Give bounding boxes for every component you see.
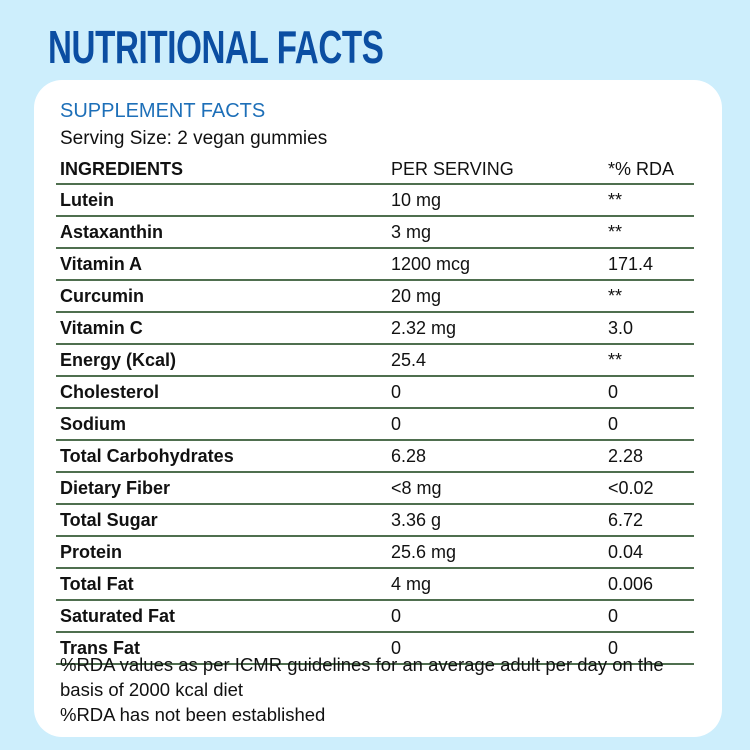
- ingredient-cell: Total Carbohydrates: [56, 440, 387, 473]
- rda-cell: 0: [604, 600, 694, 633]
- rda-cell: 0.04: [604, 536, 694, 569]
- per-serving-cell: 10 mg: [387, 184, 604, 217]
- ingredient-cell: Total Sugar: [56, 504, 387, 537]
- rda-cell: **: [604, 216, 694, 249]
- per-serving-cell: 25.4: [387, 344, 604, 377]
- table-header: INGREDIENTS PER SERVING *% RDA: [56, 156, 694, 185]
- ingredient-cell: Cholesterol: [56, 376, 387, 409]
- footnote-not-established: %RDA has not been established: [60, 704, 326, 725]
- rda-cell: 0: [604, 408, 694, 441]
- footnote-rda-basis: %RDA values as per ICMR guidelines for a…: [60, 654, 664, 700]
- rda-cell: 171.4: [604, 248, 694, 281]
- per-serving-cell: 25.6 mg: [387, 536, 604, 569]
- rda-cell: **: [604, 184, 694, 217]
- rda-cell: 0: [604, 376, 694, 409]
- ingredient-cell: Total Fat: [56, 568, 387, 601]
- table-row: Saturated Fat 0 0: [56, 600, 694, 633]
- rda-cell: 0: [604, 632, 694, 665]
- ingredient-cell: Sodium: [56, 408, 387, 441]
- ingredient-cell: Curcumin: [56, 280, 387, 313]
- ingredient-cell: Dietary Fiber: [56, 472, 387, 505]
- per-serving-cell: 0: [387, 408, 604, 441]
- table-row: Sodium 0 0: [56, 408, 694, 441]
- rda-cell: 3.0: [604, 312, 694, 345]
- per-serving-cell: 3 mg: [387, 216, 604, 249]
- table-row: Trans Fat 0 0: [56, 632, 694, 665]
- table-row: Vitamin C 2.32 mg 3.0: [56, 312, 694, 345]
- table-row: Curcumin 20 mg **: [56, 280, 694, 313]
- rda-cell: **: [604, 344, 694, 377]
- ingredient-cell: Lutein: [56, 184, 387, 217]
- ingredient-cell: Vitamin C: [56, 312, 387, 345]
- per-serving-cell: <8 mg: [387, 472, 604, 505]
- table-row: Total Carbohydrates 6.28 2.28: [56, 440, 694, 473]
- table-row: Cholesterol 0 0: [56, 376, 694, 409]
- header-rda: *% RDA: [604, 156, 694, 185]
- table-row: Energy (Kcal) 25.4 **: [56, 344, 694, 377]
- rda-cell: **: [604, 280, 694, 313]
- rda-cell: 0.006: [604, 568, 694, 601]
- per-serving-cell: 0: [387, 632, 604, 665]
- ingredient-cell: Astaxanthin: [56, 216, 387, 249]
- per-serving-cell: 6.28: [387, 440, 604, 473]
- facts-table: INGREDIENTS PER SERVING *% RDA Lutein 10 …: [56, 156, 694, 665]
- table-row: Lutein 10 mg **: [56, 184, 694, 217]
- section-subtitle: SUPPLEMENT FACTS: [60, 100, 266, 122]
- per-serving-cell: 20 mg: [387, 280, 604, 313]
- table-row: Total Fat 4 mg 0.006: [56, 568, 694, 601]
- table-row: Total Sugar 3.36 g 6.72: [56, 504, 694, 537]
- serving-size: Serving Size: 2 vegan gummies: [60, 128, 328, 149]
- header-ingredients: INGREDIENTS: [56, 156, 387, 185]
- rda-cell: <0.02: [604, 472, 694, 505]
- ingredient-cell: Energy (Kcal): [56, 344, 387, 377]
- table-row: Vitamin A 1200 mcg 171.4: [56, 248, 694, 281]
- page-title: NUTRITIONAL FACTS: [48, 21, 384, 73]
- supplement-facts-card: SUPPLEMENT FACTS Serving Size: 2 vegan g…: [34, 80, 722, 737]
- per-serving-cell: 2.32 mg: [387, 312, 604, 345]
- ingredient-cell: Protein: [56, 536, 387, 569]
- per-serving-cell: 1200 mcg: [387, 248, 604, 281]
- per-serving-cell: 4 mg: [387, 568, 604, 601]
- table-row: Astaxanthin 3 mg **: [56, 216, 694, 249]
- rda-cell: 2.28: [604, 440, 694, 473]
- ingredient-cell: Saturated Fat: [56, 600, 387, 633]
- footnotes: %RDA values as per ICMR guidelines for a…: [60, 652, 700, 727]
- rda-cell: 6.72: [604, 504, 694, 537]
- per-serving-cell: 3.36 g: [387, 504, 604, 537]
- table-row: Protein 25.6 mg 0.04: [56, 536, 694, 569]
- ingredient-cell: Vitamin A: [56, 248, 387, 281]
- per-serving-cell: 0: [387, 376, 604, 409]
- table-row: Dietary Fiber <8 mg <0.02: [56, 472, 694, 505]
- per-serving-cell: 0: [387, 600, 604, 633]
- ingredient-cell: Trans Fat: [56, 632, 387, 665]
- header-per-serving: PER SERVING: [387, 156, 604, 185]
